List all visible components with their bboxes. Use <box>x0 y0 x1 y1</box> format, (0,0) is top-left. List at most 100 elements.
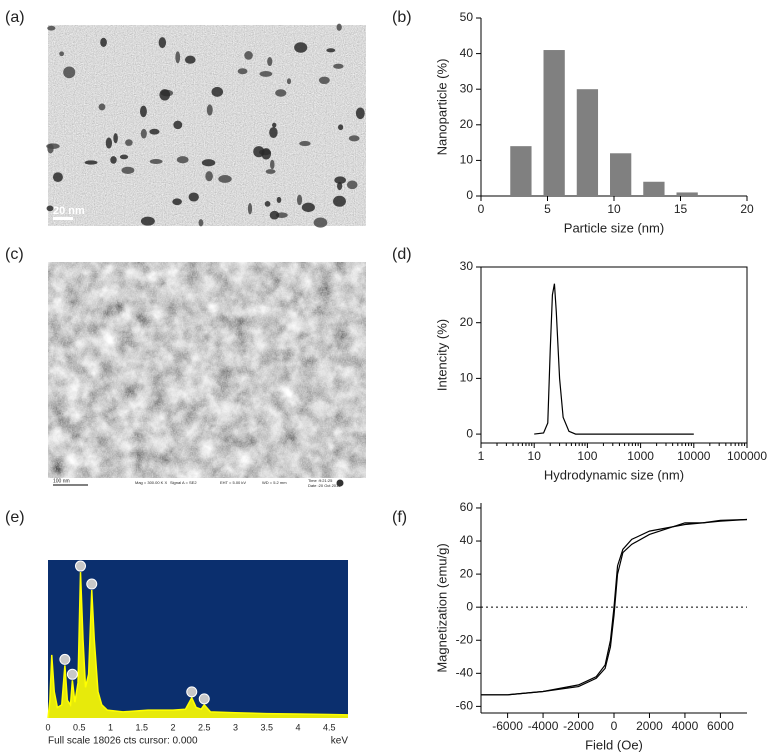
particle <box>84 160 98 165</box>
particle <box>264 201 271 207</box>
particle <box>59 51 65 57</box>
footer-label: Full scale 18026 cts cursor: 0.000 <box>48 736 198 747</box>
bar <box>510 146 532 196</box>
particles <box>46 23 365 228</box>
y-tick-label: 20 <box>460 566 474 580</box>
particle <box>175 51 181 64</box>
particle <box>188 192 199 202</box>
bar <box>676 192 698 196</box>
particle <box>149 159 163 164</box>
particle <box>326 48 336 53</box>
particle <box>237 68 248 75</box>
sem-info: Date :20 Oct 2018 <box>308 483 341 488</box>
sem-grain <box>48 262 366 478</box>
particle <box>113 133 118 144</box>
particle <box>337 182 343 191</box>
scale-bar <box>53 217 73 220</box>
particle <box>110 156 117 164</box>
y-tick-label: 30 <box>460 259 474 273</box>
tem-image: 20 nm <box>46 23 366 228</box>
x-axis-title: Field (Oe) <box>585 737 643 752</box>
particle <box>276 196 282 204</box>
particle <box>253 146 265 158</box>
particle <box>98 103 106 111</box>
particle <box>159 89 171 101</box>
sem-info: EHT = 5.00 kV <box>220 480 246 485</box>
particle <box>46 143 60 149</box>
particle <box>333 195 346 207</box>
x-tick-label: 1.5 <box>135 722 148 732</box>
y-axis-title: Intencity (%) <box>434 319 449 391</box>
x-tick-label: 20 <box>740 202 754 216</box>
particle <box>301 202 315 213</box>
particle <box>173 120 183 130</box>
y-tick-label: 20 <box>460 117 474 131</box>
peak-marker <box>59 653 71 665</box>
peak-marker <box>75 560 86 572</box>
x-tick-label: 1 <box>478 449 485 463</box>
particle <box>140 128 147 139</box>
particle <box>105 137 113 149</box>
particle <box>52 172 63 183</box>
particle <box>348 135 360 142</box>
panel-label: (f) <box>392 509 407 526</box>
bar <box>643 181 665 196</box>
particle <box>355 107 365 120</box>
particle <box>121 166 135 174</box>
x-tick-label: 4.5 <box>323 722 336 732</box>
y-tick-label: 0 <box>466 426 473 440</box>
particle <box>176 156 189 164</box>
particle <box>158 37 167 49</box>
y-tick-label: 40 <box>460 46 474 60</box>
x-tick-label: 1000 <box>627 449 654 463</box>
sem-info: WD = 5.2 mm <box>262 480 287 485</box>
particle <box>205 171 213 182</box>
y-axis-title: Nanoparticle (%) <box>434 59 449 156</box>
bar <box>610 153 632 196</box>
particle <box>299 141 311 147</box>
y-tick-label: 40 <box>460 533 474 547</box>
x-axis-title: Particle size (nm) <box>564 220 664 235</box>
particle <box>294 42 308 53</box>
particle <box>275 89 287 97</box>
scale-label: 20 nm <box>53 205 85 217</box>
x-tick-label: 10000 <box>677 449 711 463</box>
particle <box>218 175 232 183</box>
particle <box>259 70 273 77</box>
particle <box>269 210 280 220</box>
panel-label: (d) <box>392 246 412 263</box>
particle <box>313 217 328 228</box>
x-tick-label: 1 <box>108 722 113 732</box>
particle <box>172 198 182 206</box>
data-line <box>534 283 694 435</box>
particle <box>140 216 155 226</box>
x-tick-label: 0 <box>45 722 50 732</box>
particle <box>244 51 253 60</box>
particle <box>269 127 278 139</box>
particle <box>338 124 344 131</box>
particle <box>296 194 303 206</box>
x-tick-label: -2000 <box>563 719 594 733</box>
x-tick-label: 4 <box>295 722 300 732</box>
data-line <box>481 518 748 696</box>
panel-label: (a) <box>5 9 25 26</box>
x-tick-label: 5 <box>544 202 551 216</box>
sem-info: Time :9:21:25 <box>308 478 333 483</box>
particle <box>318 76 330 85</box>
bar <box>543 50 565 196</box>
y-tick-label: 10 <box>460 153 474 167</box>
particle <box>100 37 107 47</box>
x-tick-label: 0 <box>611 719 618 733</box>
particle <box>346 180 358 190</box>
y-tick-label: 30 <box>460 81 474 95</box>
particle <box>125 139 133 146</box>
panel-label: (e) <box>5 509 25 526</box>
particle <box>206 104 213 116</box>
x-tick-label: 100 <box>577 449 597 463</box>
peak-marker <box>186 686 198 698</box>
particle <box>46 205 54 212</box>
y-tick-label: 0 <box>466 599 473 613</box>
particle <box>272 122 277 128</box>
particle <box>119 154 129 160</box>
